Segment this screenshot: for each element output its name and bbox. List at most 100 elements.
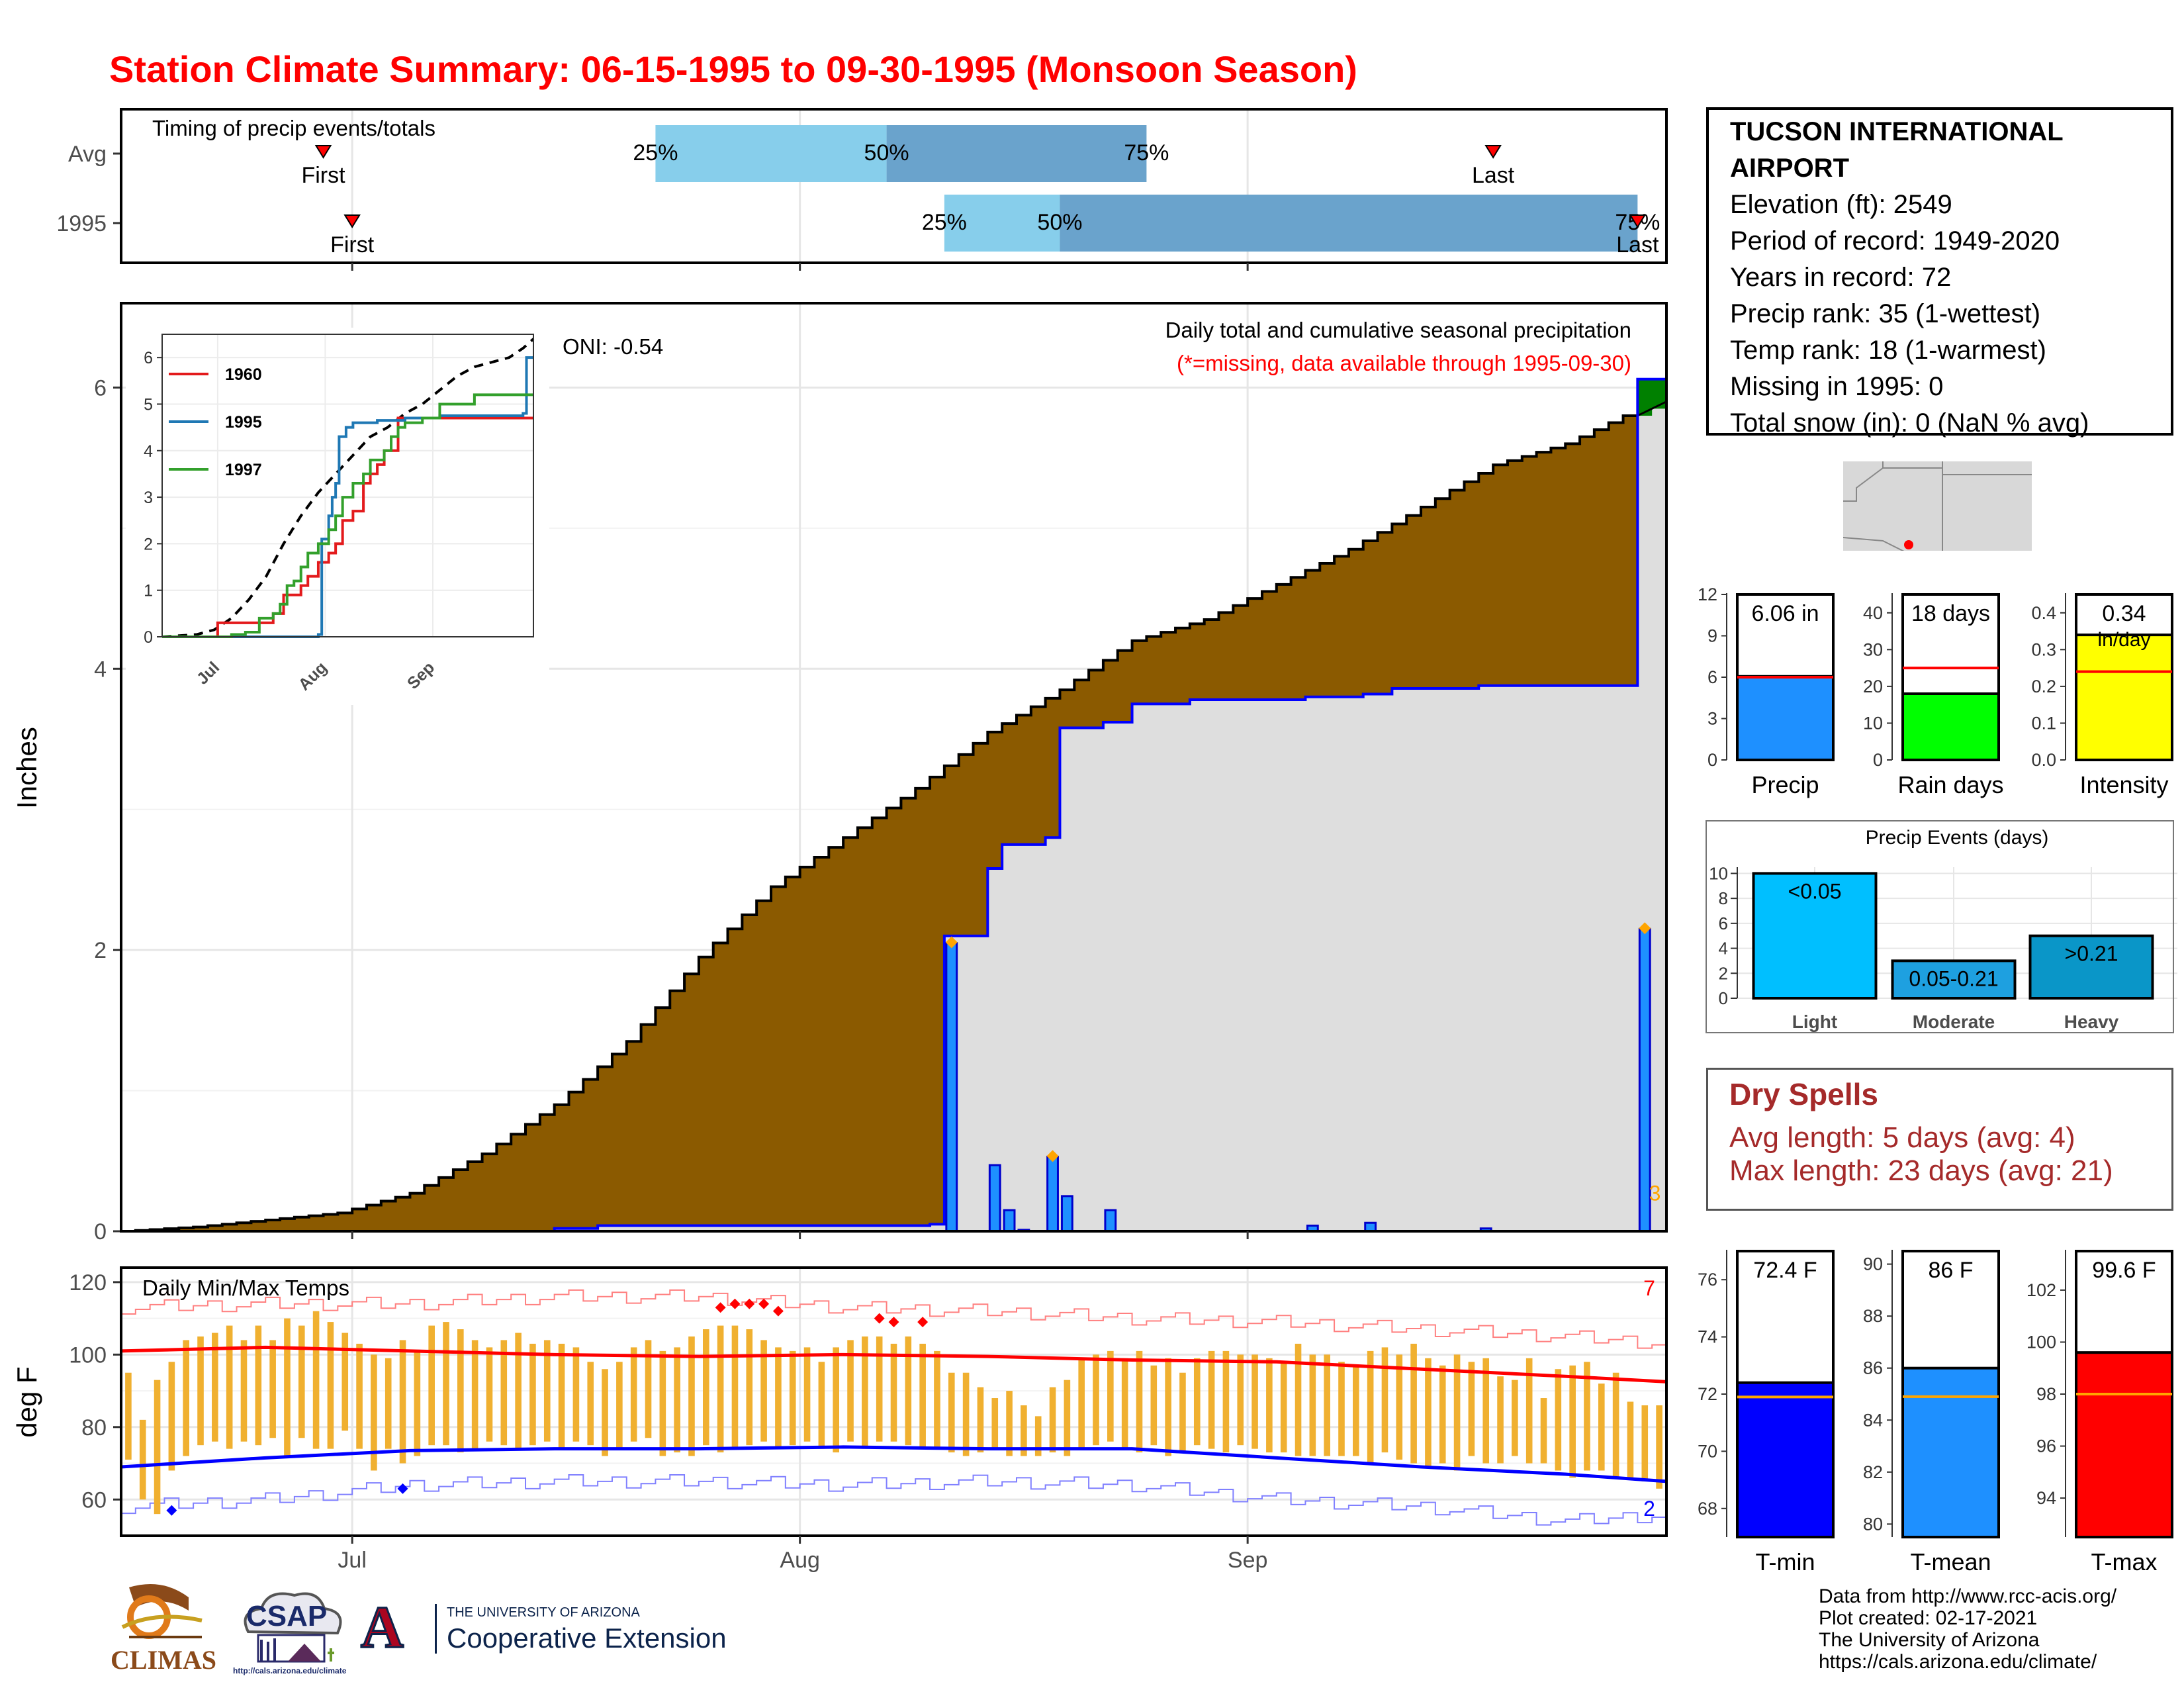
tmean-gauge-ytick-label: 80 [1863, 1514, 1883, 1534]
daily-temp-bar [183, 1340, 190, 1456]
daily-temp-bar [1482, 1358, 1490, 1464]
precip-heading: Daily total and cumulative seasonal prec… [1165, 318, 1631, 342]
intensity-gauge-unit: in/day [2097, 629, 2150, 651]
daily-precip-record-marker [945, 936, 958, 949]
daily-temp-bar [327, 1322, 334, 1449]
daily-temp-bar [731, 1325, 739, 1449]
precip-events-box [1706, 820, 2174, 1033]
daily-temp-bar [1324, 1354, 1330, 1456]
daily-temp-bar [659, 1350, 666, 1456]
ua-logo-line2: Cooperative Extension [447, 1622, 727, 1654]
daily-temp-bar [1410, 1343, 1417, 1464]
timing-last-marker [1484, 145, 1502, 159]
daily-temp-bar [1497, 1376, 1504, 1464]
station-elevation: Elevation (ft): 2549 [1730, 190, 1952, 219]
daily-temp-bar [1165, 1358, 1171, 1456]
daily-temp-bar [703, 1329, 709, 1446]
intensity-gauge-value: 0.34 [2102, 601, 2146, 626]
daily-temp-bar [1136, 1350, 1143, 1453]
daily-temp-bar [1006, 1391, 1013, 1456]
inset-ytick-label: 6 [144, 349, 153, 367]
precip-ytick-label: 0 [94, 1219, 107, 1244]
oni-label: ONI: -0.54 [563, 334, 663, 359]
precip-gauge-ytick-label: 12 [1698, 585, 1717, 604]
tmin-gauge-value: 72.4 F [1753, 1258, 1817, 1283]
temp-panel: 60 80 100 120 Daily Min/Max Temps 7 2 deg F Jul A… [11, 1266, 1668, 1573]
timing-row-label: 1995 [56, 211, 107, 236]
timing-last-marker [1629, 214, 1647, 228]
daily-temp-bar [428, 1325, 435, 1446]
daily-temp-bar [1251, 1354, 1258, 1449]
precip-ytick-label: 2 [94, 938, 107, 963]
daily-temp-bar [1309, 1354, 1316, 1456]
timing-last-label: Last [1472, 163, 1515, 188]
precip-gauge-bar [1736, 675, 1835, 761]
daily-temp-bar [1208, 1350, 1215, 1449]
tmean-gauge-ytick-label: 82 [1863, 1462, 1883, 1482]
precip-ytick-label: 6 [94, 375, 107, 400]
daily-temp-bar [876, 1336, 883, 1442]
timing-row-label: Avg [68, 142, 107, 167]
precip-gauge-ytick-label: 9 [1707, 626, 1717, 646]
station-years: Years in record: 72 [1730, 263, 1952, 292]
tmax-gauge-ytick-label: 98 [2036, 1384, 2056, 1404]
daily-temp-bar [862, 1336, 868, 1449]
daily-temp-bar [529, 1343, 536, 1446]
temp-ytick-label: 60 [81, 1487, 107, 1513]
precip-events-ytick-label: 0 [1719, 988, 1728, 1008]
daily-temp-bar [1584, 1362, 1590, 1471]
daily-temp-bar [558, 1343, 565, 1449]
daily-temp-bar [284, 1318, 291, 1456]
csap-logo-text: CSAP [246, 1600, 328, 1632]
precip-gauge-ytick-label: 6 [1707, 667, 1717, 687]
intensity-gauge-ytick-label: 0.2 [2031, 677, 2056, 696]
precip-events-ytick-label: 6 [1719, 914, 1728, 933]
daily-temp-bar [948, 1372, 955, 1453]
record-min-marker [397, 1483, 408, 1494]
record-max-marker [744, 1298, 755, 1309]
station-snow: Total snow (in): 0 (NaN % avg) [1730, 408, 2089, 438]
temp-title: Daily Min/Max Temps [142, 1276, 349, 1300]
tmax-gauge-ytick-label: 100 [2026, 1332, 2056, 1352]
daily-temp-bar [847, 1340, 854, 1442]
daily-temp-bar [587, 1362, 594, 1446]
daily-temp-bar [255, 1325, 262, 1446]
timing-p50-label: 50% [864, 140, 909, 165]
inset-legend-label: 1995 [225, 413, 262, 432]
inset-series-line [162, 393, 533, 638]
daily-temp-bar [399, 1340, 406, 1464]
daily-temp-bar [1381, 1347, 1388, 1453]
daily-temp-bar [645, 1340, 652, 1438]
tmax-gauge-ytick-label: 96 [2036, 1436, 2056, 1456]
timing-first-marker [314, 145, 332, 159]
csap-logo: CSAP http://cals.arizona.edu/climate [232, 1585, 351, 1678]
timing-p25-label: 25% [633, 140, 678, 165]
daily-temp-bar [1353, 1365, 1359, 1456]
timing-first-label: First [330, 232, 375, 258]
daily-temp-bar [385, 1358, 392, 1449]
daily-temp-bar [919, 1343, 926, 1449]
tmax-gauge-value: 99.6 F [2092, 1258, 2156, 1283]
daily-temp-bar [1034, 1416, 1042, 1456]
daily-temp-bar [1280, 1362, 1287, 1453]
inset-ytick-label: 4 [144, 442, 153, 461]
daily-temp-bar [991, 1398, 999, 1449]
intensity-gauge-ytick-label: 0.4 [2031, 603, 2056, 623]
tmax-gauge-ytick-label: 94 [2036, 1488, 2056, 1508]
inset-ytick-label: 1 [144, 582, 153, 600]
daily-temp-bar [486, 1347, 493, 1442]
climas-logo: CLIMAS [109, 1581, 216, 1675]
daily-temp-bar [1078, 1358, 1085, 1449]
daily-temp-bar [1222, 1350, 1230, 1453]
daily-temp-bar [543, 1340, 551, 1442]
precip-events-title: Precip Events (days) [1866, 827, 2049, 849]
timing-panel: 25%50%75%FirstLastAvg25%50%75%FirstLast1… [56, 108, 1668, 271]
daily-temp-bar [443, 1322, 449, 1446]
daily-temp-bar [977, 1387, 984, 1453]
daily-temp-bar [298, 1325, 305, 1438]
station-missing: Missing in 1995: 0 [1730, 372, 1944, 401]
precip-gauge-ytick-label: 3 [1707, 709, 1717, 729]
inset-series-line [162, 356, 533, 638]
daily-temp-bar [630, 1347, 637, 1442]
daily-temp-bar [515, 1333, 522, 1449]
